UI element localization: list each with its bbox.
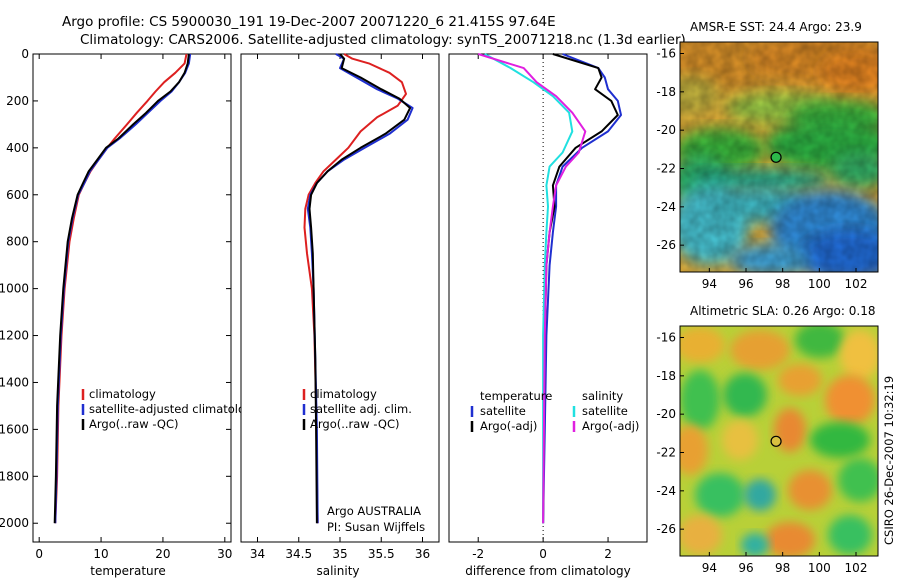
x-tick-label: 94 xyxy=(702,277,717,291)
x-tick-label: 0 xyxy=(35,547,43,561)
legend-label: Argo(..raw -QC) xyxy=(89,417,179,431)
y-tick-label: 1000 xyxy=(0,282,29,296)
side-stamp: CSIRO 26-Dec-2007 10:32:19 xyxy=(882,376,896,545)
legend-label: satellite xyxy=(582,404,628,418)
y-tick-label: -22 xyxy=(656,446,676,460)
legend-label: climatology xyxy=(310,387,377,401)
legend-label: Argo(-adj) xyxy=(480,419,537,433)
plot-frame xyxy=(240,53,440,543)
sla-map-axes: 94 96 98 100 102 -16 -18 -20 -22 -24 -26 xyxy=(656,325,879,575)
legend-label: satellite xyxy=(480,404,526,418)
y-tick-label: -24 xyxy=(656,484,676,498)
sst-map-axes: 94 96 98 100 102 -16 -18 -20 -22 -24 -26 xyxy=(656,41,879,291)
y-tick-label: 1200 xyxy=(0,329,29,343)
series-line-temperature-satellite xyxy=(542,53,622,524)
y-tick-label: -18 xyxy=(656,369,676,383)
x-axis-label: temperature xyxy=(90,564,165,578)
y-tick-label: -22 xyxy=(656,162,676,176)
y-tick-label: -16 xyxy=(656,331,676,345)
x-tick-label: -2 xyxy=(472,547,484,561)
series-line-argo-raw-qc- xyxy=(53,53,190,524)
y-tick-label: -18 xyxy=(656,85,676,99)
figure-subtitle: Climatology: CARS2006. Satellite-adjuste… xyxy=(80,32,686,48)
pi-label: PI: Susan Wijffels xyxy=(327,520,425,534)
credit-label: Argo AUSTRALIA xyxy=(327,504,421,518)
series-line-climatology xyxy=(303,53,407,524)
legend-label: satellite adj. clim. xyxy=(310,402,412,416)
y-tick-label: 600 xyxy=(6,188,29,202)
sla-map-title: Altimetric SLA: 0.26 Argo: 0.18 xyxy=(690,304,875,318)
x-tick-label: 100 xyxy=(808,277,831,291)
series-line-argo-raw-qc- xyxy=(308,53,412,524)
x-tick-label: 102 xyxy=(845,561,868,575)
x-tick-label: 35.5 xyxy=(368,547,395,561)
difference-panel: -2 0 2 difference from climatology temperatu… xyxy=(448,53,648,578)
y-tick-label: 1600 xyxy=(0,422,29,436)
figure-title: Argo profile: CS 5900030_191 19-Dec-2007… xyxy=(62,14,556,30)
x-tick-label: 10 xyxy=(93,547,108,561)
legend-label: temperature xyxy=(480,389,552,403)
x-tick-label: 34.5 xyxy=(285,547,312,561)
x-tick-label: 35 xyxy=(332,547,347,561)
x-tick-label: 98 xyxy=(775,277,790,291)
temperature-panel: 0 10 20 30 0 200 400 600 800 1000 1200 1400 1600 1800… xyxy=(0,47,259,578)
y-tick-label: -20 xyxy=(656,407,676,421)
sla-map xyxy=(680,326,878,556)
y-tick-label: 800 xyxy=(6,235,29,249)
x-tick-label: 100 xyxy=(808,561,831,575)
x-tick-label: 36 xyxy=(415,547,430,561)
series-line-salinity-satellite xyxy=(484,53,574,524)
x-tick-label: 96 xyxy=(738,277,753,291)
x-tick-label: 30 xyxy=(217,547,232,561)
x-tick-label: 0 xyxy=(539,547,547,561)
x-tick-label: 102 xyxy=(845,277,868,291)
y-tick-label: -16 xyxy=(656,47,676,61)
legend-label: Argo(-adj) xyxy=(582,419,639,433)
x-tick-label: 96 xyxy=(738,561,753,575)
map-frame xyxy=(679,41,879,273)
plot-frame xyxy=(448,53,648,543)
y-tick-label: -24 xyxy=(656,200,676,214)
y-tick-label: 1800 xyxy=(0,469,29,483)
y-tick-label: -20 xyxy=(656,123,676,137)
legend-label: satellite-adjusted climatology xyxy=(89,402,259,416)
legend-label: climatology xyxy=(89,387,156,401)
sst-map-title: AMSR-E SST: 24.4 Argo: 23.9 xyxy=(690,20,862,34)
x-axis-label: difference from climatology xyxy=(465,564,631,578)
x-tick-label: 20 xyxy=(155,547,170,561)
series-line-salinity-argo-adj- xyxy=(477,53,587,524)
legend-label: salinity xyxy=(582,389,623,403)
map-frame xyxy=(679,325,879,557)
argo-position-marker xyxy=(770,151,782,163)
y-tick-label: 1400 xyxy=(0,375,29,389)
salinity-panel: 34 34.5 35 35.5 36 salinity climatologysatelli… xyxy=(240,53,440,578)
x-tick-label: 34 xyxy=(250,547,265,561)
y-tick-label: -26 xyxy=(656,238,676,252)
x-tick-label: 94 xyxy=(702,561,717,575)
y-tick-label: 400 xyxy=(6,141,29,155)
y-tick-label: 200 xyxy=(6,94,29,108)
x-tick-label: 2 xyxy=(604,547,612,561)
x-tick-label: 98 xyxy=(775,561,790,575)
legend-label: Argo(..raw -QC) xyxy=(310,417,400,431)
x-axis-label: salinity xyxy=(316,564,359,578)
argo-position-marker xyxy=(770,435,782,447)
y-tick-label: 0 xyxy=(21,47,29,61)
plot-frame xyxy=(32,53,232,543)
y-tick-label: -26 xyxy=(656,522,676,536)
y-tick-label: 2000 xyxy=(0,516,29,530)
